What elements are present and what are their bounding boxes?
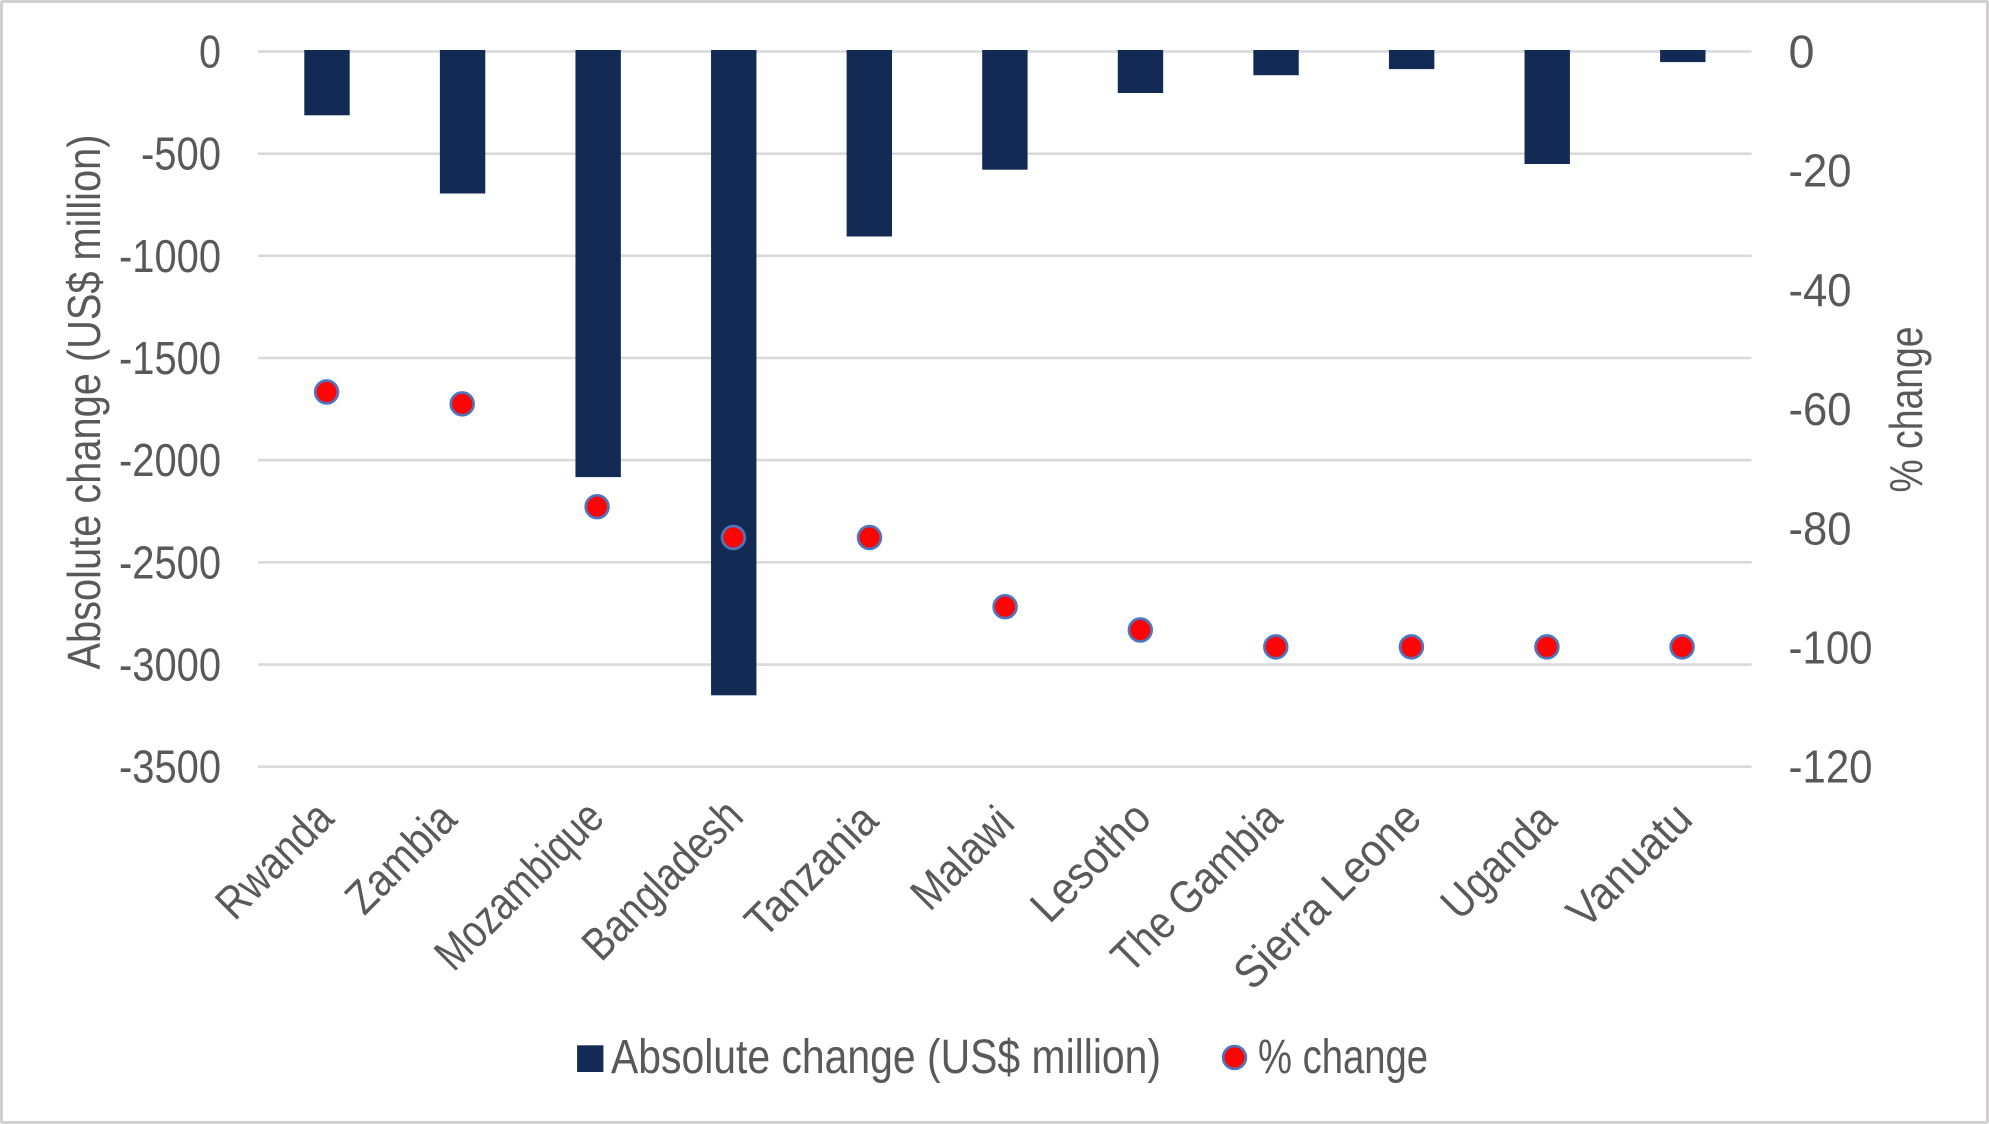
svg-text:-60: -60: [1789, 383, 1852, 435]
svg-text:-1500: -1500: [119, 332, 221, 384]
svg-text:Absolute change (US$ million): Absolute change (US$ million): [58, 135, 110, 670]
svg-text:% change: % change: [1258, 1031, 1428, 1084]
svg-text:% change: % change: [1880, 327, 1932, 493]
svg-text:-2000: -2000: [119, 434, 221, 486]
svg-text:-500: -500: [141, 128, 221, 180]
svg-text:-120: -120: [1789, 741, 1873, 793]
svg-text:0: 0: [1789, 26, 1815, 78]
svg-text:0: 0: [199, 26, 221, 78]
svg-text:-20: -20: [1789, 145, 1852, 197]
svg-text:-80: -80: [1789, 502, 1852, 554]
svg-text:-2500: -2500: [119, 536, 221, 588]
svg-text:-100: -100: [1789, 622, 1873, 674]
svg-text:Absolute change (US$ million): Absolute change (US$ million): [611, 1031, 1161, 1084]
svg-text:-3500: -3500: [119, 741, 221, 793]
svg-text:-1000: -1000: [119, 230, 221, 282]
svg-text:-40: -40: [1789, 264, 1852, 316]
svg-text:-3000: -3000: [119, 639, 221, 691]
